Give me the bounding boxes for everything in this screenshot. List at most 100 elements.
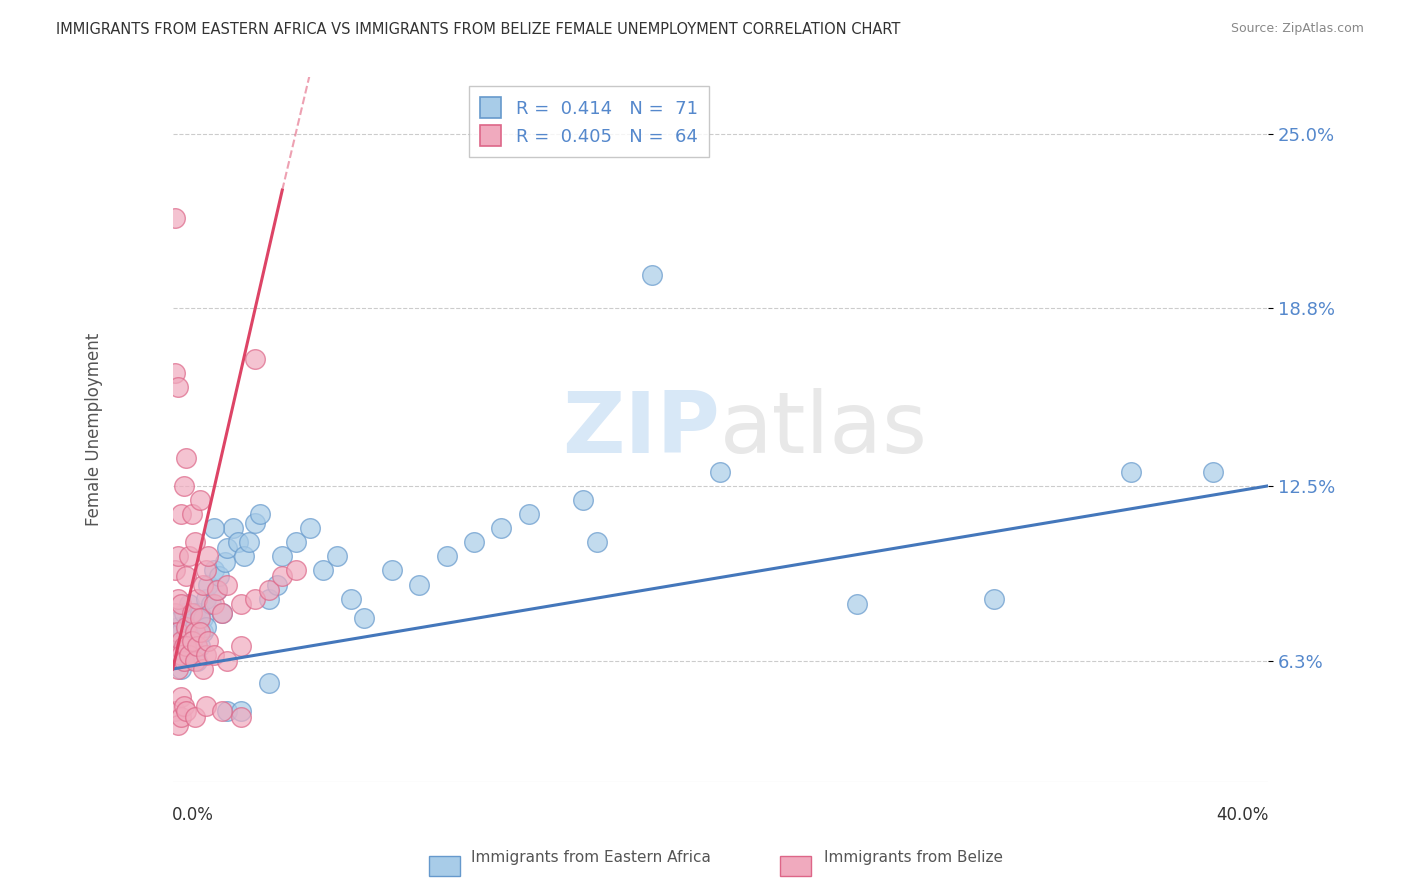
Point (183, 654, 205, 668)
Point (165, 640, 187, 654)
Text: Immigrants from Eastern Africa: Immigrants from Eastern Africa (471, 850, 710, 865)
Point (222, 521, 245, 535)
Point (257, 591, 280, 606)
Point (183, 535, 205, 549)
Point (202, 521, 225, 535)
Point (176, 648, 198, 662)
Legend: R =  0.414   N =  71, R =  0.405   N =  64: R = 0.414 N = 71, R = 0.405 N = 64 (470, 87, 709, 157)
Point (188, 625, 211, 640)
Point (179, 597, 201, 611)
Point (167, 549, 190, 564)
Point (170, 625, 193, 640)
Point (217, 541, 239, 555)
Point (183, 606, 205, 620)
Point (271, 569, 294, 583)
Point (232, 549, 254, 564)
Point (266, 577, 288, 591)
Point (170, 710, 193, 724)
Point (194, 620, 217, 634)
Point (463, 535, 485, 549)
Point (194, 698, 217, 713)
Point (381, 563, 404, 577)
Point (243, 591, 266, 606)
Point (165, 606, 187, 620)
Point (217, 704, 239, 718)
Point (188, 640, 211, 654)
Point (176, 569, 198, 583)
Point (191, 662, 214, 676)
Point (191, 625, 214, 640)
Point (173, 654, 195, 668)
Point (180, 633, 202, 648)
Point (200, 597, 222, 611)
Point (173, 606, 195, 620)
Point (167, 640, 190, 654)
Point (846, 597, 869, 611)
Point (183, 710, 205, 724)
Point (173, 698, 195, 713)
Point (202, 597, 225, 611)
Text: Immigrants from Belize: Immigrants from Belize (824, 850, 1004, 865)
Point (205, 583, 228, 598)
Point (197, 549, 219, 564)
Point (202, 648, 225, 662)
Point (183, 625, 205, 640)
Text: 0.0%: 0.0% (172, 806, 214, 824)
Point (284, 563, 307, 577)
Point (238, 535, 260, 549)
Point (179, 614, 201, 628)
Point (165, 628, 187, 642)
Point (214, 555, 236, 569)
Point (243, 352, 266, 367)
Point (173, 633, 195, 648)
Point (170, 633, 193, 648)
Point (1119, 465, 1142, 479)
Point (170, 648, 193, 662)
Point (243, 516, 266, 530)
Point (173, 479, 195, 493)
Point (436, 549, 458, 564)
Point (194, 563, 217, 577)
Y-axis label: Female Unemployment: Female Unemployment (86, 333, 103, 526)
Point (353, 611, 375, 625)
Point (170, 507, 193, 521)
Point (257, 676, 280, 690)
Point (186, 640, 208, 654)
Point (173, 640, 195, 654)
Point (231, 704, 253, 718)
Point (186, 640, 208, 654)
Point (176, 625, 198, 640)
Point (186, 591, 208, 606)
Point (205, 583, 228, 598)
Point (339, 591, 361, 606)
Point (170, 690, 193, 705)
Point (180, 633, 202, 648)
Point (183, 648, 205, 662)
Point (188, 493, 211, 508)
Text: 40.0%: 40.0% (1216, 806, 1268, 824)
Point (170, 597, 193, 611)
Point (641, 268, 664, 282)
Point (165, 704, 187, 718)
Point (188, 625, 211, 640)
Text: ZIP: ZIP (562, 388, 720, 471)
Point (179, 640, 201, 654)
Point (170, 611, 193, 625)
Point (170, 662, 193, 676)
Point (176, 620, 198, 634)
Point (188, 611, 211, 625)
Point (167, 380, 190, 394)
Point (517, 507, 540, 521)
Point (197, 633, 219, 648)
Point (1202, 465, 1225, 479)
Point (191, 577, 214, 591)
Point (176, 704, 198, 718)
Point (217, 577, 239, 591)
Point (179, 648, 201, 662)
Point (180, 507, 202, 521)
Point (167, 718, 190, 732)
Point (709, 465, 731, 479)
Point (208, 569, 231, 583)
Point (202, 563, 225, 577)
Point (231, 597, 253, 611)
